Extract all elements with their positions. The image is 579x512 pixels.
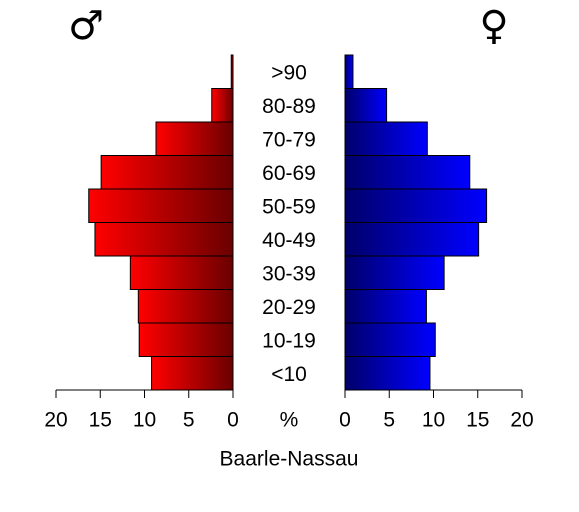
x-tick-label: 20 bbox=[510, 409, 533, 432]
x-tick-label: 0 bbox=[227, 409, 239, 432]
category-label: 50-59 bbox=[262, 195, 316, 218]
category-label: 70-79 bbox=[262, 128, 316, 151]
x-tick-label: 15 bbox=[466, 409, 489, 432]
category-label: 10-19 bbox=[262, 329, 316, 352]
x-tick-label: 5 bbox=[383, 409, 395, 432]
bar bbox=[344, 255, 445, 290]
x-tick-label: 10 bbox=[133, 409, 156, 432]
category-label: 30-39 bbox=[262, 262, 316, 285]
bar bbox=[344, 222, 480, 257]
bar bbox=[344, 54, 354, 89]
category-label: >90 bbox=[271, 61, 307, 84]
bar bbox=[88, 188, 234, 223]
bar bbox=[344, 155, 471, 190]
bar bbox=[344, 356, 431, 391]
bar bbox=[344, 121, 428, 156]
x-tick-label: 20 bbox=[44, 409, 67, 432]
category-label: 80-89 bbox=[262, 95, 316, 118]
x-tick-label: 5 bbox=[183, 409, 195, 432]
category-label: 20-29 bbox=[262, 296, 316, 319]
bar bbox=[100, 155, 234, 190]
bar bbox=[138, 322, 234, 357]
bar bbox=[344, 289, 427, 324]
bar bbox=[230, 54, 234, 89]
bar bbox=[94, 222, 234, 257]
x-tick-label: 10 bbox=[422, 409, 445, 432]
bar bbox=[211, 88, 234, 123]
category-label: 40-49 bbox=[262, 229, 316, 252]
male-symbol: ♂ bbox=[68, 3, 104, 49]
bar bbox=[155, 121, 234, 156]
bar bbox=[137, 289, 234, 324]
x-axis-label: % bbox=[280, 409, 299, 432]
bar bbox=[129, 255, 234, 290]
x-tick-label: 15 bbox=[89, 409, 112, 432]
caption: Baarle-Nassau bbox=[220, 448, 359, 471]
bar bbox=[344, 322, 436, 357]
female-symbol: ♀ bbox=[479, 3, 508, 49]
bar bbox=[344, 188, 488, 223]
bar bbox=[344, 88, 388, 123]
x-tick-label: 0 bbox=[339, 409, 351, 432]
category-label: <10 bbox=[271, 363, 307, 386]
bar bbox=[151, 356, 234, 391]
category-label: 60-69 bbox=[262, 162, 316, 185]
